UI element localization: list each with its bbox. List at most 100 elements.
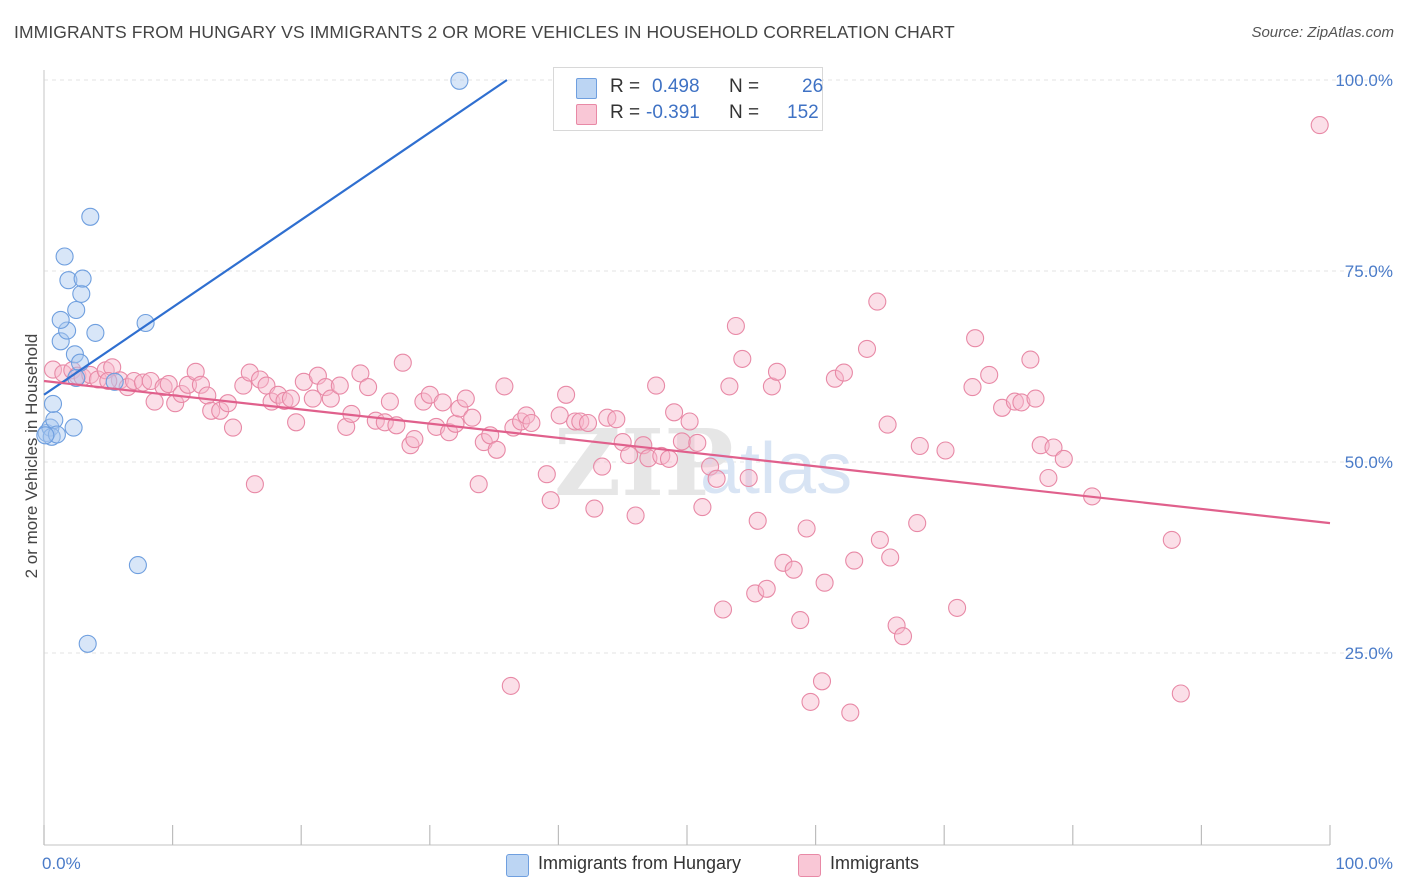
immigrants-point — [948, 598, 967, 617]
legend-r-value: 0.498 — [652, 76, 700, 97]
immigrants-points — [43, 116, 1329, 722]
immigrants-point — [739, 468, 758, 488]
immigrants-point — [841, 703, 860, 722]
immigrants-point — [868, 292, 887, 311]
immigrants-point — [223, 418, 243, 437]
trend-lines — [43, 79, 1331, 525]
legend-n-label: N = — [729, 76, 760, 97]
hungary-point — [67, 300, 86, 320]
hungary-point — [36, 426, 55, 445]
hungary-point — [64, 418, 83, 437]
immigrants-point — [908, 514, 927, 533]
immigrants-point — [748, 511, 767, 530]
immigrants-point — [963, 378, 982, 397]
immigrants-point — [857, 339, 877, 358]
legend-n-value: 152 — [787, 102, 819, 123]
immigrants-point — [1310, 116, 1329, 135]
immigrants-point — [825, 369, 844, 388]
legend-swatch-hungary — [576, 78, 597, 99]
y-tick-label: 75.0% — [1345, 262, 1393, 281]
immigrants-point — [281, 389, 300, 408]
immigrants-point — [145, 392, 164, 411]
immigrants-point — [487, 440, 506, 459]
y-tick-label: 50.0% — [1345, 453, 1393, 472]
axes — [43, 70, 1331, 846]
legend-swatch-immigrants — [798, 854, 821, 877]
immigrants-point — [801, 692, 820, 711]
hungary-point — [51, 332, 70, 351]
immigrants-point — [316, 378, 335, 397]
immigrants-point — [693, 498, 712, 517]
immigrants-point — [757, 579, 776, 598]
hungary-point — [78, 634, 97, 653]
immigrants-point — [1162, 530, 1181, 549]
immigrants-point — [893, 627, 913, 646]
immigrants-point — [966, 329, 985, 348]
immigrants-point — [659, 449, 679, 468]
y-tick-labels: 25.0% 50.0% 75.0% 100.0% — [1335, 71, 1393, 663]
immigrants-point — [43, 360, 63, 379]
immigrants-point — [1005, 392, 1024, 411]
y-axis-label: 2 or more Vehicles in Household — [22, 334, 41, 579]
immigrants-point — [578, 413, 598, 433]
immigrants-point — [767, 362, 787, 381]
immigrants-point — [330, 376, 349, 395]
legend-swatch-immigrants — [576, 104, 597, 125]
immigrants-point — [936, 441, 955, 460]
immigrants-point — [746, 584, 765, 603]
immigrants-point — [598, 408, 617, 427]
legend-r-value: -0.391 — [646, 102, 700, 123]
immigrants-point — [665, 403, 684, 422]
immigrants-point — [380, 392, 399, 411]
immigrants-point — [1044, 438, 1063, 457]
legend-label-hungary: Immigrants from Hungary — [538, 853, 742, 873]
immigrants-point — [834, 363, 853, 382]
immigrants-point — [593, 457, 612, 476]
hungary-point — [65, 345, 84, 364]
immigrants-point — [762, 377, 781, 396]
hungary-point — [73, 269, 92, 288]
immigrants-point — [733, 349, 752, 368]
immigrants-point — [414, 392, 433, 411]
immigrants-point — [878, 415, 897, 434]
immigrants-point — [774, 553, 793, 572]
immigrants-point — [812, 672, 832, 691]
immigrants-point — [791, 611, 810, 630]
immigrants-point — [620, 446, 639, 465]
hungary-trend-line — [43, 79, 508, 396]
immigrants-point — [713, 600, 733, 619]
immigrants-point — [566, 412, 585, 431]
immigrants-point — [815, 573, 834, 592]
immigrants-point — [585, 499, 604, 518]
immigrants-point — [211, 401, 230, 420]
immigrants-point — [541, 491, 560, 510]
legend-r-label: R = — [610, 102, 641, 123]
immigrants-point — [980, 365, 999, 384]
immigrants-point — [303, 389, 322, 408]
stats-legend: R = 0.498 N = 26 R = -0.391 N = 152 — [553, 67, 823, 131]
immigrants-point — [245, 475, 264, 494]
immigrants-point — [1054, 449, 1073, 468]
immigrants-point — [672, 432, 691, 451]
immigrants-point — [240, 363, 259, 382]
immigrants-point — [910, 436, 929, 456]
immigrants-point — [456, 389, 475, 408]
immigrants-point — [159, 375, 178, 394]
x-tick-label-max: 100.0% — [1335, 854, 1393, 873]
immigrants-point — [501, 676, 520, 695]
immigrants-point — [1039, 468, 1058, 488]
immigrants-point — [626, 506, 645, 525]
hungary-point — [45, 410, 64, 430]
immigrants-point — [469, 475, 488, 494]
immigrants-point — [1012, 393, 1031, 412]
immigrants-point — [680, 412, 699, 431]
immigrants-point — [1171, 684, 1190, 703]
immigrants-point — [887, 616, 906, 635]
y-tick-label: 25.0% — [1345, 644, 1393, 663]
immigrants-point — [707, 469, 726, 488]
immigrants-point — [433, 393, 452, 412]
hungary-points — [36, 71, 469, 653]
immigrants-point — [797, 519, 816, 538]
immigrants-point — [450, 399, 469, 418]
